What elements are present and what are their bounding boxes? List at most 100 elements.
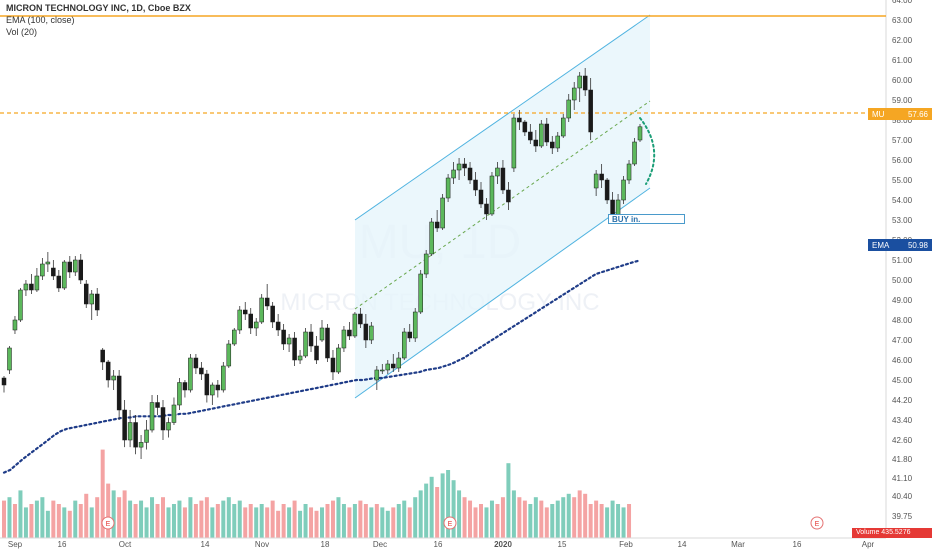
candle-body — [533, 139, 539, 147]
volume-bar — [23, 507, 28, 538]
candle-body — [352, 313, 358, 337]
x-tick-label: Sep — [8, 540, 23, 549]
volume-bar — [320, 507, 324, 538]
y-tick-label: 53.00 — [892, 216, 913, 225]
volume-bar — [533, 497, 538, 538]
candle-body — [100, 349, 105, 363]
volume-bar — [451, 480, 456, 538]
volume-bar — [51, 500, 56, 538]
x-tick-label: Dec — [373, 540, 387, 549]
candle-body — [133, 422, 138, 448]
candle-body — [418, 273, 423, 313]
candle-body — [297, 355, 303, 361]
volume-bar — [462, 497, 467, 538]
volume-bar — [18, 490, 23, 538]
x-tick-label: 2020 — [494, 540, 512, 549]
volume-bar — [133, 504, 138, 538]
volume-bar — [45, 510, 50, 538]
candle-body — [138, 442, 144, 448]
y-tick-label: 45.00 — [892, 376, 913, 385]
candle-body — [7, 347, 12, 371]
y-tick-label: 50.00 — [892, 276, 913, 285]
candle-body — [407, 331, 412, 339]
candle-body — [445, 177, 451, 199]
volume-bar — [610, 500, 615, 538]
volume-bar — [457, 490, 462, 538]
volume-bar — [588, 504, 593, 538]
y-tick-label: 62.00 — [892, 36, 913, 45]
y-tick-label: 41.10 — [892, 474, 913, 483]
candle-body — [319, 327, 325, 341]
volume-bar — [177, 500, 182, 538]
volume-bar — [522, 500, 527, 538]
volume-bar — [550, 504, 555, 538]
buy-annotation[interactable]: BUY in. — [608, 214, 685, 224]
candle-body — [637, 126, 643, 141]
y-tick-label: 44.20 — [892, 396, 913, 405]
x-tick-label: 16 — [58, 540, 67, 549]
volume-bar — [193, 504, 198, 538]
candle-body — [341, 329, 347, 349]
volume-bar — [67, 510, 72, 538]
volume-bar — [221, 500, 226, 538]
candle-body — [232, 329, 237, 345]
volume-bar — [473, 507, 478, 538]
volume-bar — [517, 497, 522, 538]
candle-body — [467, 167, 473, 181]
volume-bar — [298, 510, 303, 538]
channel-mid-line — [354, 100, 651, 310]
y-tick-label: 56.00 — [892, 156, 913, 165]
volume-bar — [528, 504, 533, 538]
y-tick-label: 63.00 — [892, 16, 913, 25]
candle-body — [18, 289, 23, 321]
x-tick-label: Nov — [255, 540, 269, 549]
candle-body — [550, 141, 555, 149]
volume-bar — [566, 493, 571, 538]
candle-body — [188, 357, 193, 391]
y-tick-label: 42.60 — [892, 436, 913, 445]
candle-body — [89, 293, 94, 305]
y-tick-label: 43.40 — [892, 416, 913, 425]
volume-bar — [287, 507, 292, 538]
y-tick-label: 55.00 — [892, 176, 913, 185]
volume-bar — [500, 497, 505, 538]
volume-bar — [150, 497, 155, 538]
candle-body — [29, 283, 34, 291]
candle-body — [40, 263, 45, 277]
candle-body — [182, 382, 188, 391]
candle-body — [336, 347, 341, 373]
candle-body — [517, 117, 522, 123]
candle-body — [242, 309, 248, 315]
volume-bar — [396, 504, 401, 538]
volume-bar — [572, 497, 577, 538]
candle-body — [380, 369, 385, 372]
candle-body — [105, 361, 111, 381]
volume-bar — [577, 490, 582, 538]
candle-body — [204, 373, 210, 396]
volume-bar — [330, 500, 335, 538]
legend-title: MICRON TECHNOLOGY INC, 1D, Cboe BZX — [6, 3, 191, 13]
candle-body — [308, 331, 314, 347]
candle-body — [440, 197, 445, 229]
projection-arc — [639, 117, 656, 185]
candle-body — [325, 327, 330, 359]
candle-body — [270, 305, 275, 323]
volume-bar — [363, 504, 368, 538]
volume-bar — [358, 500, 363, 538]
candle-body — [358, 313, 363, 325]
volume-bar — [336, 497, 341, 538]
candle-body — [122, 409, 127, 441]
earnings-marker — [810, 516, 824, 530]
candle-body — [62, 261, 67, 289]
candle-body — [621, 179, 626, 201]
y-tick-label: 59.00 — [892, 96, 913, 105]
candle-body — [347, 329, 352, 337]
candle-body — [500, 167, 506, 191]
volume-bar — [484, 507, 489, 538]
ema-tag-label: EMA — [872, 240, 890, 250]
volume-bar — [341, 504, 346, 538]
candle-body — [369, 325, 374, 341]
candle-body — [259, 297, 264, 323]
